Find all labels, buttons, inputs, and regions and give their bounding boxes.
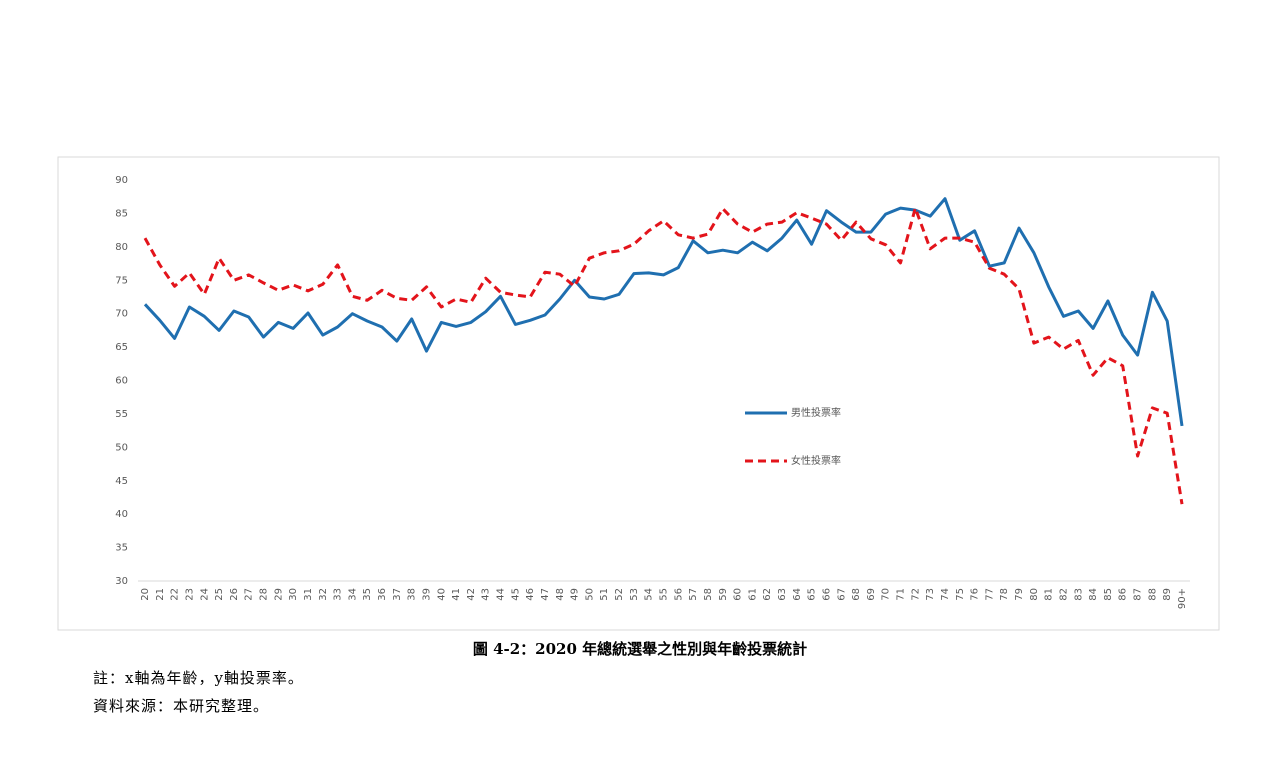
x-tick-label: 62	[762, 588, 773, 601]
x-tick-label: 34	[347, 588, 358, 601]
series-line	[143, 197, 1184, 427]
y-tick-label: 50	[115, 442, 128, 453]
x-tick-label: 33	[333, 588, 344, 601]
chart: 30 35 40 45 50 55 60 65 70 75 80 85 90 20 21 22 23 24 25 26…	[57, 156, 1220, 631]
x-tick-label: 84	[1088, 588, 1099, 601]
x-tick-label: 55	[659, 588, 670, 601]
y-tick-label: 65	[115, 342, 128, 353]
x-tick-label: 40	[436, 588, 447, 601]
chart-frame	[57, 156, 1220, 631]
x-tick-label: 76	[970, 588, 981, 601]
y-tick-label: 30	[115, 576, 128, 587]
x-tick-label: 31	[303, 588, 314, 601]
x-tick-label: 50	[584, 588, 595, 601]
source-note: 資料來源：本研究整理。	[93, 697, 270, 715]
x-tick-label: 75	[955, 588, 966, 601]
x-tick-label: 38	[407, 588, 418, 601]
x-tick-label: 41	[451, 588, 462, 601]
x-tick-label: 49	[570, 588, 581, 601]
x-tick-label: 65	[807, 588, 818, 601]
x-tick-label: 37	[392, 588, 403, 601]
figure-caption: 圖 4-2：2020 年總統選舉之性別與年齡投票統計	[472, 640, 808, 658]
x-tick-label: 80	[1029, 588, 1040, 601]
x-tick-label: 56	[673, 588, 684, 601]
x-tick-label: 47	[540, 588, 551, 601]
x-tick-label: 60	[733, 588, 744, 601]
x-tick-label: 46	[525, 588, 536, 601]
y-tick-label: 80	[115, 242, 128, 253]
x-tick-label: 20	[140, 588, 151, 601]
x-tick-label: 70	[881, 588, 892, 601]
x-tick-label: 68	[851, 588, 862, 601]
x-tick-label: 74	[940, 588, 951, 601]
x-tick-label: 59	[718, 588, 729, 601]
x-tick-label: 90+	[1177, 588, 1188, 609]
x-tick-label: 39	[421, 588, 432, 601]
legend-label: 男性投票率	[791, 406, 841, 419]
x-tick-label: 71	[896, 588, 907, 601]
x-tick-label: 24	[199, 588, 210, 601]
x-tick-label: 83	[1073, 588, 1084, 601]
x-tick-label: 32	[318, 588, 329, 601]
x-tick-label: 42	[466, 588, 477, 601]
x-tick-label: 52	[614, 588, 625, 601]
x-tick-label: 63	[777, 588, 788, 601]
x-tick-label: 77	[984, 588, 995, 601]
x-tick-label: 23	[184, 588, 195, 601]
y-tick-label: 40	[115, 509, 128, 520]
x-tick-label: 21	[155, 588, 166, 601]
x-tick-label: 30	[288, 588, 299, 601]
x-tick-label: 87	[1133, 588, 1144, 601]
x-tick-label: 26	[229, 588, 240, 601]
x-tick-label: 36	[377, 588, 388, 601]
y-tick-label: 90	[115, 175, 128, 186]
note: 註：x軸為年齡，y軸投票率。	[93, 669, 304, 687]
y-tick-label: 70	[115, 309, 128, 320]
x-tick-label: 27	[244, 588, 255, 601]
x-tick-label: 53	[629, 588, 640, 601]
y-tick-label: 60	[115, 376, 128, 387]
x-tick-label: 67	[836, 588, 847, 601]
x-tick-label: 43	[481, 588, 492, 601]
x-tick-label: 78	[999, 588, 1010, 601]
x-tick-label: 54	[644, 588, 655, 601]
x-tick-label: 79	[1014, 588, 1025, 601]
series-line	[143, 206, 1184, 505]
x-tick-label: 64	[792, 588, 803, 601]
x-tick-label: 58	[703, 588, 714, 601]
x-tick-label: 66	[821, 588, 832, 601]
x-tick-label: 82	[1058, 588, 1069, 601]
y-tick-label: 35	[115, 543, 128, 554]
x-tick-label: 51	[599, 588, 610, 601]
x-tick-label: 29	[273, 588, 284, 601]
x-tick-label: 61	[747, 588, 758, 601]
y-tick-label: 55	[115, 409, 128, 420]
x-tick-label: 86	[1118, 588, 1129, 601]
x-tick-label: 35	[362, 588, 373, 601]
x-tick-label: 69	[866, 588, 877, 601]
x-tick-label: 48	[555, 588, 566, 601]
legend-label: 女性投票率	[791, 454, 841, 467]
x-tick-label: 72	[910, 588, 921, 601]
x-tick-label: 44	[496, 588, 507, 601]
y-tick-label: 85	[115, 208, 128, 219]
y-tick-label: 75	[115, 275, 128, 286]
x-tick-label: 22	[170, 588, 181, 601]
x-tick-label: 25	[214, 588, 225, 601]
x-tick-label: 81	[1044, 588, 1055, 601]
x-tick-label: 88	[1147, 588, 1158, 601]
x-tick-label: 57	[688, 588, 699, 601]
x-tick-label: 28	[259, 588, 270, 601]
x-tick-label: 45	[510, 588, 521, 601]
x-tick-label: 73	[925, 588, 936, 601]
x-tick-label: 85	[1103, 588, 1114, 601]
x-tick-label: 89	[1162, 588, 1173, 601]
y-tick-label: 45	[115, 476, 128, 487]
